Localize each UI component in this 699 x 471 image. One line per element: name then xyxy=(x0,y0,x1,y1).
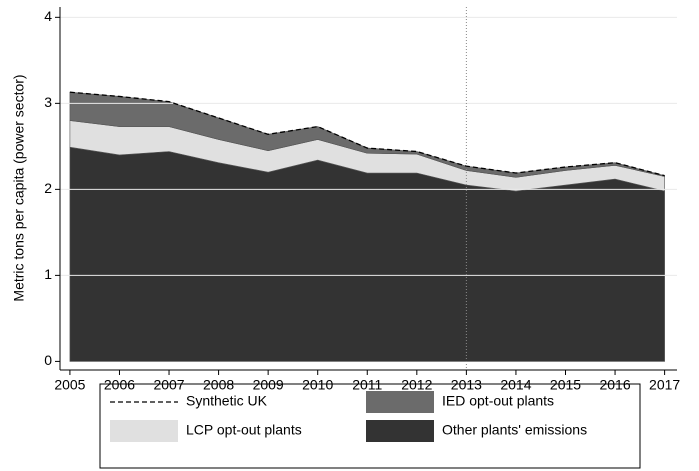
y-tick-label: 1 xyxy=(44,266,52,282)
x-tick-label: 2017 xyxy=(649,377,680,393)
x-tick-label: 2005 xyxy=(54,377,85,393)
y-tick-label: 4 xyxy=(44,8,52,24)
line xyxy=(69,91,665,177)
x-tick-label: 2015 xyxy=(550,377,581,393)
legend-label: LCP opt-out plants xyxy=(186,422,302,438)
x-tick-label: 2007 xyxy=(153,377,184,393)
x-tick-label: 2010 xyxy=(302,377,333,393)
x-tick-label: 2013 xyxy=(451,377,482,393)
y-tick-label: 3 xyxy=(44,94,52,110)
legend-swatch xyxy=(366,391,434,413)
x-tick-label: 2009 xyxy=(253,377,284,393)
y-tick-label: 2 xyxy=(44,180,52,196)
x-tick-label: 2011 xyxy=(352,377,382,393)
x-tick-label: 2006 xyxy=(104,377,135,393)
x-tick-label: 2016 xyxy=(599,377,630,393)
y-tick-label: 0 xyxy=(44,352,52,368)
legend-label: Other plants' emissions xyxy=(442,422,587,438)
legend-label: Synthetic UK xyxy=(186,393,268,409)
x-tick-label: 2012 xyxy=(401,377,432,393)
legend-label: IED opt-out plants xyxy=(442,393,554,409)
y-axis-title: Metric tons per capita (power sector) xyxy=(11,74,27,301)
legend-swatch xyxy=(110,420,178,442)
legend-swatch xyxy=(366,420,434,442)
x-tick-label: 2014 xyxy=(500,377,531,393)
x-tick-label: 2008 xyxy=(203,377,234,393)
